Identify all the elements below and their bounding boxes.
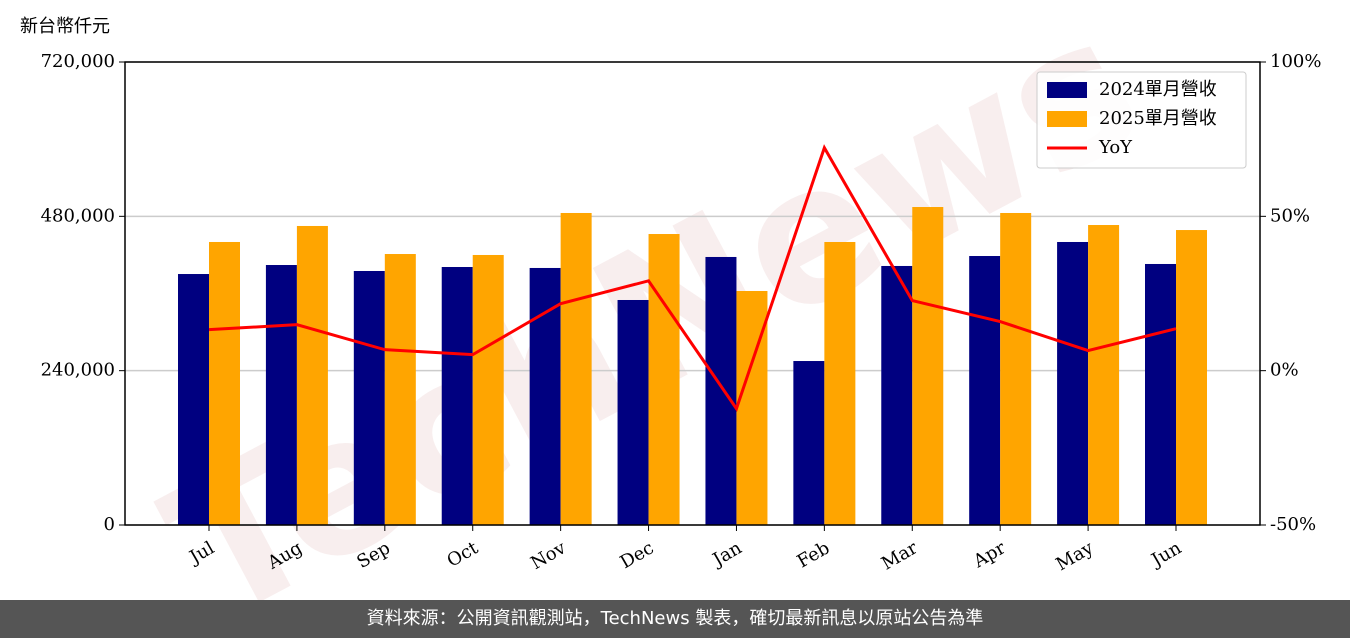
bar xyxy=(1145,263,1176,525)
bar xyxy=(384,254,416,525)
legend-label: 2025單月營收 xyxy=(1099,108,1217,129)
x-tick-label: Apr xyxy=(969,537,1009,572)
y-tick-label: 0 xyxy=(104,514,115,535)
y2-tick-label: 100% xyxy=(1270,51,1321,72)
bar xyxy=(1088,225,1120,525)
bar xyxy=(1000,212,1032,525)
legend-box xyxy=(1036,71,1247,169)
bar xyxy=(441,267,473,525)
plot-frame xyxy=(124,61,1261,526)
bar xyxy=(881,265,913,525)
y-tick-label: 480,000 xyxy=(41,205,115,226)
x-tick-label: Dec xyxy=(617,537,658,573)
bar xyxy=(209,241,240,525)
bar xyxy=(265,265,297,525)
y2-tick-label: 50% xyxy=(1270,205,1310,226)
y2-tick-label: -50% xyxy=(1270,514,1316,535)
bar xyxy=(560,212,592,525)
bar xyxy=(912,207,944,525)
bar xyxy=(705,256,737,525)
x-tick-label: May xyxy=(1053,537,1098,575)
bar xyxy=(472,254,504,526)
y2-tick-label: 0% xyxy=(1270,360,1299,381)
bar xyxy=(824,241,856,525)
bar xyxy=(1057,241,1089,525)
y-axis-title: 新台幣仟元 xyxy=(20,16,110,37)
footer-text: 資料來源：公開資訊觀測站，TechNews 製表，確切最新訊息以原站公告為準 xyxy=(367,608,984,629)
bar xyxy=(353,270,385,525)
bar xyxy=(793,361,825,525)
x-tick-label: Jan xyxy=(708,537,746,571)
x-tick-label: Mar xyxy=(878,537,922,574)
footer-bar xyxy=(0,600,1350,638)
bar xyxy=(178,274,209,525)
line xyxy=(208,144,1177,412)
bar xyxy=(529,267,561,525)
bar xyxy=(648,234,680,525)
legend-label: 2024單月營收 xyxy=(1099,79,1217,100)
bar xyxy=(296,225,328,525)
x-tick-label: Feb xyxy=(794,537,834,572)
x-tick-label: Nov xyxy=(527,537,570,574)
bar xyxy=(1176,230,1207,526)
legend-label: YoY xyxy=(1098,137,1133,158)
bar xyxy=(969,256,1001,525)
x-tick-label: Jun xyxy=(1146,537,1185,572)
y-tick-label: 720,000 xyxy=(41,51,115,72)
y-tick-label: 240,000 xyxy=(41,360,115,381)
bar xyxy=(617,299,649,525)
legend-swatch xyxy=(1047,82,1087,98)
legend-swatch xyxy=(1047,111,1087,127)
